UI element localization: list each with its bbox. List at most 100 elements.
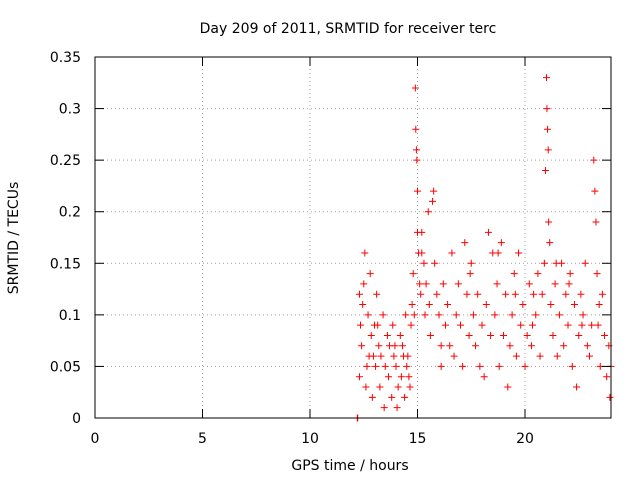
data-point xyxy=(425,208,432,215)
data-point xyxy=(487,332,494,339)
chart-title: Day 209 of 2011, SRMTID for receiver ter… xyxy=(200,21,497,37)
data-point xyxy=(479,322,486,329)
data-point xyxy=(438,363,445,370)
data-point xyxy=(586,353,593,360)
data-point xyxy=(601,332,608,339)
data-point xyxy=(459,363,466,370)
data-point xyxy=(606,394,613,401)
data-point xyxy=(491,311,498,318)
data-point xyxy=(532,311,539,318)
y-tick-label: 0.3 xyxy=(59,102,81,118)
data-point xyxy=(553,260,560,267)
data-point xyxy=(592,219,599,226)
data-point xyxy=(418,229,425,236)
data-point xyxy=(356,291,363,298)
data-point xyxy=(414,188,421,195)
data-point xyxy=(519,301,526,308)
x-tick-label: 15 xyxy=(409,431,427,447)
data-point xyxy=(577,291,584,298)
data-point xyxy=(595,322,602,329)
y-tick-label: 0.25 xyxy=(50,153,81,169)
data-point xyxy=(380,311,387,318)
data-point xyxy=(545,146,552,153)
data-point xyxy=(466,332,473,339)
data-point xyxy=(430,188,437,195)
data-point xyxy=(599,291,606,298)
x-axis-label: GPS time / hours xyxy=(291,458,408,474)
data-point xyxy=(500,332,507,339)
data-point xyxy=(467,270,474,277)
data-point xyxy=(580,311,587,318)
data-point xyxy=(369,394,376,401)
data-point xyxy=(546,239,553,246)
data-point xyxy=(530,291,537,298)
data-point xyxy=(603,373,610,380)
data-point xyxy=(440,280,447,287)
data-point xyxy=(399,342,406,349)
y-tick-label: 0.2 xyxy=(59,205,81,221)
data-point xyxy=(515,249,522,256)
y-tick-label: 0.05 xyxy=(50,359,81,375)
data-point xyxy=(412,126,419,133)
data-point xyxy=(373,291,380,298)
data-point xyxy=(442,322,449,329)
data-point xyxy=(413,146,420,153)
data-point xyxy=(494,280,501,287)
data-point xyxy=(365,311,372,318)
data-point xyxy=(367,270,374,277)
y-tick-label: 0.35 xyxy=(50,50,81,66)
data-point xyxy=(433,291,440,298)
data-point xyxy=(418,249,425,256)
data-point xyxy=(408,322,415,329)
data-point xyxy=(526,280,533,287)
data-point xyxy=(393,363,400,370)
data-point xyxy=(426,301,433,308)
data-point xyxy=(565,322,572,329)
data-point xyxy=(560,342,567,349)
y-tick-label: 0.15 xyxy=(50,256,81,272)
grid xyxy=(95,57,611,418)
data-point xyxy=(549,332,556,339)
data-point xyxy=(448,249,455,256)
data-point xyxy=(381,404,388,411)
data-point xyxy=(513,353,520,360)
x-tick-label: 20 xyxy=(516,431,534,447)
data-point xyxy=(377,353,384,360)
data-point xyxy=(534,270,541,277)
x-tick-label: 5 xyxy=(198,431,207,447)
data-point xyxy=(361,249,368,256)
plot-frame xyxy=(95,57,611,418)
data-point xyxy=(384,332,391,339)
data-point xyxy=(363,363,370,370)
data-point xyxy=(562,291,569,298)
data-point xyxy=(511,270,518,277)
data-point xyxy=(422,311,429,318)
data-point xyxy=(409,301,416,308)
data-point xyxy=(569,363,576,370)
data-point xyxy=(359,301,366,308)
data-point xyxy=(390,353,397,360)
y-tick-label: 0 xyxy=(72,411,81,427)
data-point xyxy=(590,157,597,164)
data-point xyxy=(556,311,563,318)
data-point xyxy=(385,373,392,380)
data-point xyxy=(596,301,603,308)
data-point xyxy=(395,384,402,391)
data-point xyxy=(376,384,383,391)
data-points xyxy=(354,74,615,421)
data-point xyxy=(358,342,365,349)
data-point xyxy=(545,219,552,226)
data-point xyxy=(542,167,549,174)
data-point xyxy=(539,291,546,298)
data-point xyxy=(588,322,595,329)
data-point xyxy=(528,342,535,349)
data-point xyxy=(411,311,418,318)
data-point xyxy=(470,311,477,318)
data-point xyxy=(552,280,559,287)
data-point xyxy=(398,373,405,380)
data-point xyxy=(474,291,481,298)
data-point xyxy=(406,384,413,391)
data-point xyxy=(400,353,407,360)
data-point xyxy=(461,239,468,246)
data-point xyxy=(529,322,536,329)
